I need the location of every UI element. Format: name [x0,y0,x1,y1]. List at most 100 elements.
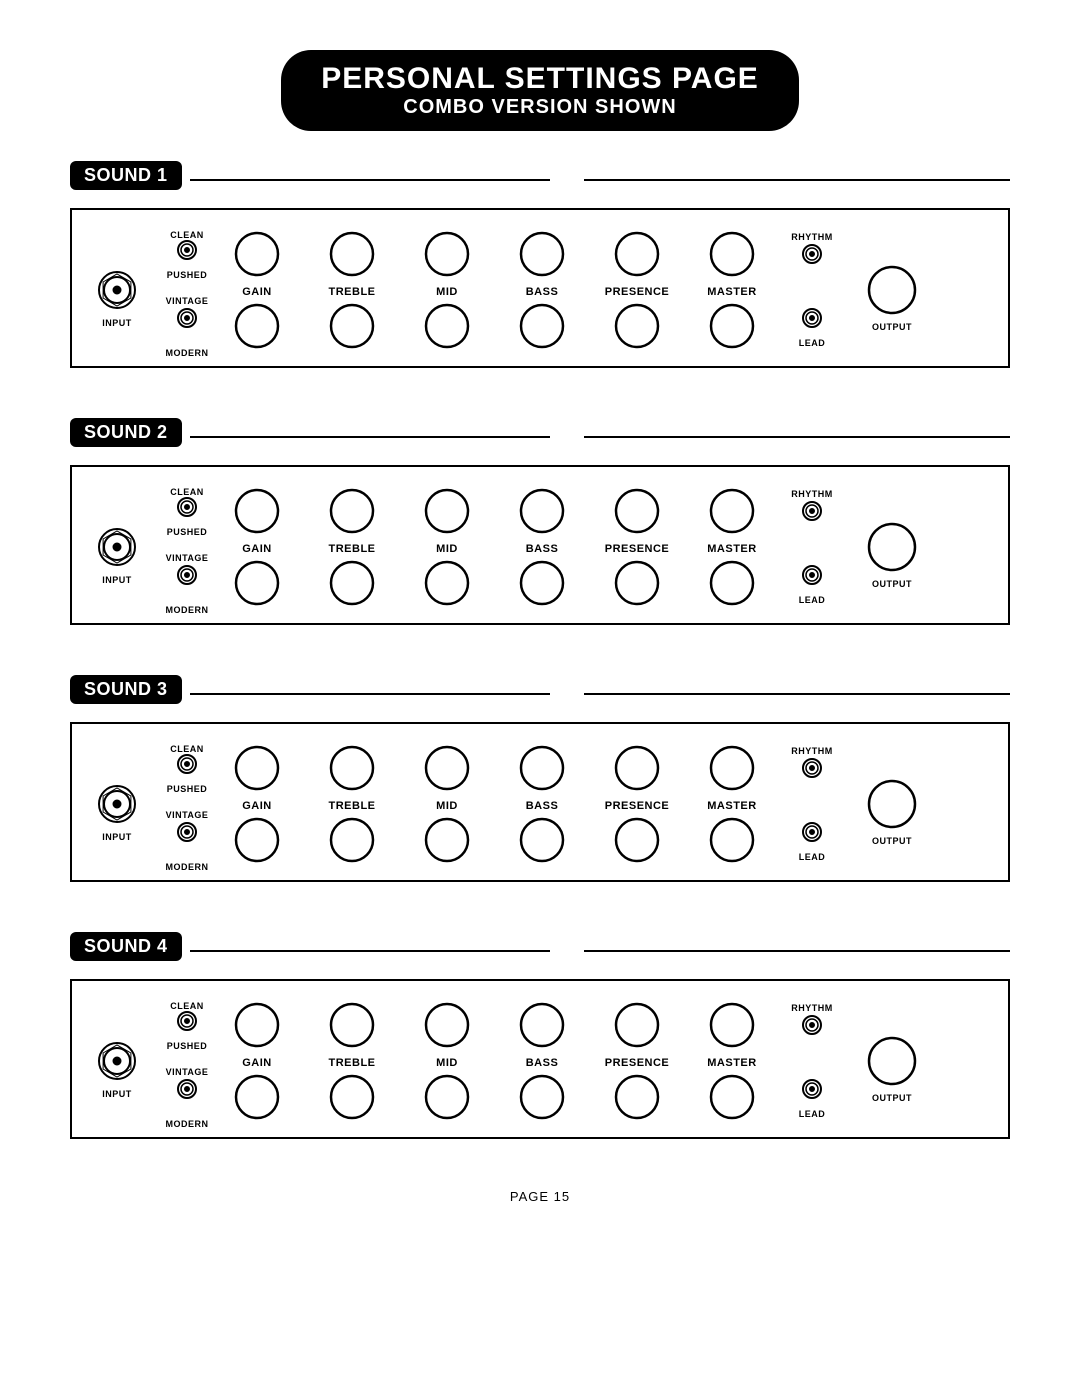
mode-label-vintage: VINTAGE [166,1067,209,1077]
mode-switch-bottom-icon[interactable] [178,823,196,841]
knob-label-gain: GAIN [242,286,272,298]
knob-treble-top[interactable] [331,1004,373,1046]
knob-bass-bottom[interactable] [521,562,563,604]
input-jack-icon [99,786,135,822]
sound-block: SOUND 2 INPUTCLEANPUSHEDVINTAGEMODERNGAI… [70,418,1010,625]
mode-label-modern: MODERN [166,862,209,872]
channel-switch-rhythm-icon[interactable] [803,759,821,777]
write-line[interactable] [190,685,550,695]
write-line[interactable] [584,685,1010,695]
knob-mid-bottom[interactable] [426,305,468,347]
knob-mid-bottom[interactable] [426,562,468,604]
knob-master-bottom[interactable] [711,305,753,347]
knob-mid-bottom[interactable] [426,1076,468,1118]
knob-treble-top[interactable] [331,233,373,275]
mode-switch-bottom-icon[interactable] [178,566,196,584]
knob-mid-top[interactable] [426,1004,468,1046]
channel-switch-lead-icon[interactable] [803,823,821,841]
channel-switch-rhythm-icon[interactable] [803,245,821,263]
knob-master-top[interactable] [711,233,753,275]
knob-bass-top[interactable] [521,490,563,532]
mode-switch-top-icon[interactable] [178,241,196,259]
channel-switch-lead-icon[interactable] [803,1080,821,1098]
channel-switch-rhythm-icon[interactable] [803,1016,821,1034]
knob-gain-top[interactable] [236,233,278,275]
write-line[interactable] [584,428,1010,438]
knob-presence-top[interactable] [616,490,658,532]
knob-label-master: MASTER [707,1057,756,1069]
knob-presence-bottom[interactable] [616,819,658,861]
knob-gain-bottom[interactable] [236,1076,278,1118]
knob-bass-top[interactable] [521,1004,563,1046]
knob-treble-bottom[interactable] [331,819,373,861]
write-line[interactable] [190,428,550,438]
knob-master-top[interactable] [711,490,753,532]
knob-mid-bottom[interactable] [426,819,468,861]
mode-switch-top-icon[interactable] [178,1012,196,1030]
channel-switch-lead-icon[interactable] [803,309,821,327]
write-line[interactable] [190,171,550,181]
knob-gain-bottom[interactable] [236,562,278,604]
knob-treble-bottom[interactable] [331,562,373,604]
output-knob[interactable] [869,781,915,827]
mode-switch-top-icon[interactable] [178,755,196,773]
knob-master-bottom[interactable] [711,819,753,861]
page-root: PERSONAL SETTINGS PAGE COMBO VERSION SHO… [0,0,1080,1234]
knob-master-bottom[interactable] [711,1076,753,1118]
amp-panel: INPUTCLEANPUSHEDVINTAGEMODERNGAINTREBLEM… [70,722,1010,882]
output-knob[interactable] [869,1038,915,1084]
channel-switch-lead-icon[interactable] [803,566,821,584]
channel-switch-rhythm-icon[interactable] [803,502,821,520]
channel-label-rhythm: RHYTHM [791,232,833,242]
mode-label-pushed: PUSHED [167,527,208,537]
input-label: INPUT [102,318,132,328]
write-line[interactable] [584,942,1010,952]
knob-treble-top[interactable] [331,490,373,532]
knob-treble-bottom[interactable] [331,1076,373,1118]
knob-label-mid: MID [436,1057,458,1069]
sound-label: SOUND 1 [70,161,182,190]
knob-master-bottom[interactable] [711,562,753,604]
output-knob[interactable] [869,267,915,313]
knob-mid-top[interactable] [426,233,468,275]
knob-master-top[interactable] [711,747,753,789]
input-label: INPUT [102,832,132,842]
knob-master-top[interactable] [711,1004,753,1046]
knob-presence-bottom[interactable] [616,305,658,347]
knob-presence-bottom[interactable] [616,562,658,604]
knob-presence-top[interactable] [616,1004,658,1046]
mode-label-pushed: PUSHED [167,270,208,280]
knob-label-mid: MID [436,800,458,812]
channel-label-lead: LEAD [799,1109,826,1119]
knob-gain-top[interactable] [236,1004,278,1046]
mode-switch-top-icon[interactable] [178,498,196,516]
knob-bass-bottom[interactable] [521,819,563,861]
knob-label-presence: PRESENCE [605,800,670,812]
knob-treble-top[interactable] [331,747,373,789]
mode-label-clean: CLEAN [170,487,204,497]
write-line[interactable] [190,942,550,952]
input-jack-icon [99,1043,135,1079]
knob-bass-top[interactable] [521,747,563,789]
knob-bass-top[interactable] [521,233,563,275]
output-label: OUTPUT [872,579,912,589]
knob-gain-bottom[interactable] [236,305,278,347]
knob-bass-bottom[interactable] [521,305,563,347]
knob-presence-top[interactable] [616,233,658,275]
mode-switch-bottom-icon[interactable] [178,309,196,327]
mode-switch-bottom-icon[interactable] [178,1080,196,1098]
knob-presence-bottom[interactable] [616,1076,658,1118]
knob-bass-bottom[interactable] [521,1076,563,1118]
sound-label: SOUND 3 [70,675,182,704]
knob-presence-top[interactable] [616,747,658,789]
knob-gain-top[interactable] [236,490,278,532]
sound-label-row: SOUND 4 [70,932,1010,961]
knob-mid-top[interactable] [426,490,468,532]
knob-gain-top[interactable] [236,747,278,789]
write-line[interactable] [584,171,1010,181]
knob-mid-top[interactable] [426,747,468,789]
amp-panel: INPUTCLEANPUSHEDVINTAGEMODERNGAINTREBLEM… [70,208,1010,368]
knob-gain-bottom[interactable] [236,819,278,861]
output-knob[interactable] [869,524,915,570]
knob-treble-bottom[interactable] [331,305,373,347]
